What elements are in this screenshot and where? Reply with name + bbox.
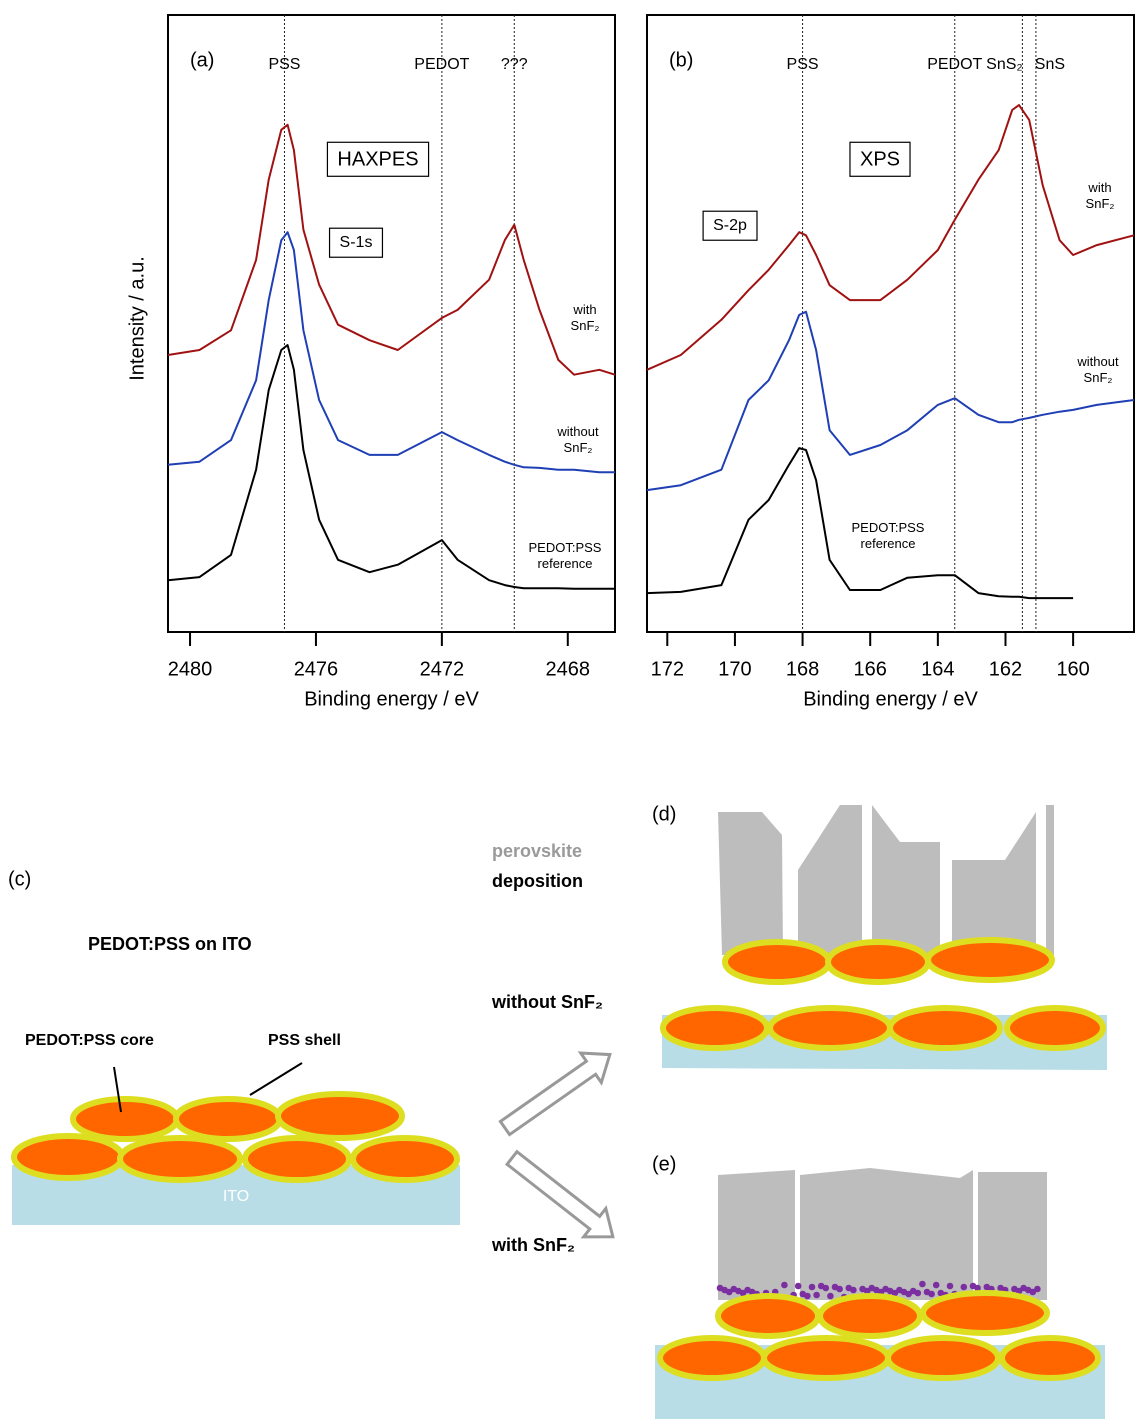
x-tick-label: 2476 <box>294 658 339 680</box>
pointer <box>249 1062 303 1096</box>
substrate-label: ITO <box>223 1188 249 1205</box>
label-box <box>328 227 384 258</box>
dot <box>808 1283 816 1291</box>
dot <box>813 1291 820 1299</box>
plot-frame <box>167 14 616 633</box>
series-line <box>646 447 1074 600</box>
series-label: PEDOT:PSS reference <box>851 520 925 551</box>
reference-label: SnS₂ <box>986 56 1022 73</box>
x-tick-label: 166 <box>854 658 887 680</box>
dot <box>928 1290 935 1298</box>
dot <box>932 1281 940 1289</box>
dot <box>804 1292 811 1300</box>
dot <box>781 1281 788 1289</box>
dot <box>914 1289 922 1297</box>
y-axis-label: Intensity / a.u. <box>126 256 148 381</box>
x-tick-label: 2468 <box>546 658 591 680</box>
panel-label: (b) <box>669 49 693 71</box>
dot <box>836 1285 843 1293</box>
reference-label: SnS <box>1035 56 1065 73</box>
core-level-label: S-1s <box>340 234 373 251</box>
x-tick-label: 2472 <box>420 658 465 680</box>
series-label: with SnF₂ <box>570 302 600 333</box>
dot <box>827 1292 834 1300</box>
particles <box>11 1091 460 1183</box>
series-label: with SnF₂ <box>1085 180 1115 211</box>
arrows <box>498 1051 615 1239</box>
reference-label: ??? <box>501 56 528 73</box>
series-line <box>646 104 1135 371</box>
series-label: PEDOT:PSS reference <box>528 540 602 571</box>
series-line <box>646 310 1135 492</box>
perovskite <box>718 805 1054 955</box>
x-tick-label: 170 <box>718 658 751 680</box>
technique-label: XPS <box>860 148 900 170</box>
shell-label: PSS shell <box>268 1032 341 1049</box>
particles <box>657 1290 1101 1381</box>
reference-label: PEDOT <box>414 56 469 73</box>
core-level-label: S-2p <box>713 217 747 234</box>
reference-label: PSS <box>787 56 819 73</box>
x-tick-label: 160 <box>1056 658 1089 680</box>
pointer <box>113 1066 122 1113</box>
series-line <box>167 123 616 376</box>
label-box <box>849 141 911 177</box>
dot <box>974 1284 981 1292</box>
dot <box>919 1280 926 1288</box>
condition: without SnF₂ <box>491 992 603 1012</box>
core-label: PEDOT:PSS core <box>25 1032 154 1049</box>
series-label: without SnF₂ <box>557 424 599 455</box>
step-material: perovskite <box>492 841 582 861</box>
technique-label: HAXPES <box>337 148 418 170</box>
panel-label: (d) <box>652 803 676 825</box>
dot <box>850 1286 857 1294</box>
reference-label: PSS <box>268 56 300 73</box>
dot <box>1034 1285 1041 1293</box>
dot <box>946 1282 954 1290</box>
condition: with SnF₂ <box>491 1235 575 1255</box>
panel-title: PEDOT:PSS on ITO <box>88 934 252 954</box>
series-line <box>167 231 615 474</box>
panel-label: (a) <box>190 49 214 71</box>
perovskite <box>718 1168 1047 1300</box>
x-axis-label: Binding energy / eV <box>803 688 978 710</box>
x-tick-label: 168 <box>786 658 819 680</box>
panel-label: (c) <box>8 868 31 890</box>
reference-label: PEDOT <box>927 56 982 73</box>
x-axis-label: Binding energy / eV <box>304 688 479 710</box>
x-tick-label: 2480 <box>168 658 213 680</box>
step-action: deposition <box>492 871 583 891</box>
x-tick-label: 164 <box>921 658 954 680</box>
snf2-particles <box>716 1280 1041 1302</box>
panel-label: (e) <box>652 1153 676 1175</box>
dot <box>960 1283 968 1291</box>
x-tick-label: 162 <box>989 658 1022 680</box>
x-tick-label: 172 <box>651 658 684 680</box>
label-box <box>326 141 430 177</box>
particles <box>660 937 1106 1051</box>
dot <box>794 1282 802 1290</box>
dot <box>822 1284 830 1292</box>
series-label: without SnF₂ <box>1077 354 1119 385</box>
label-box <box>702 210 758 241</box>
series-line <box>167 344 615 590</box>
plot-frame <box>646 14 1135 633</box>
